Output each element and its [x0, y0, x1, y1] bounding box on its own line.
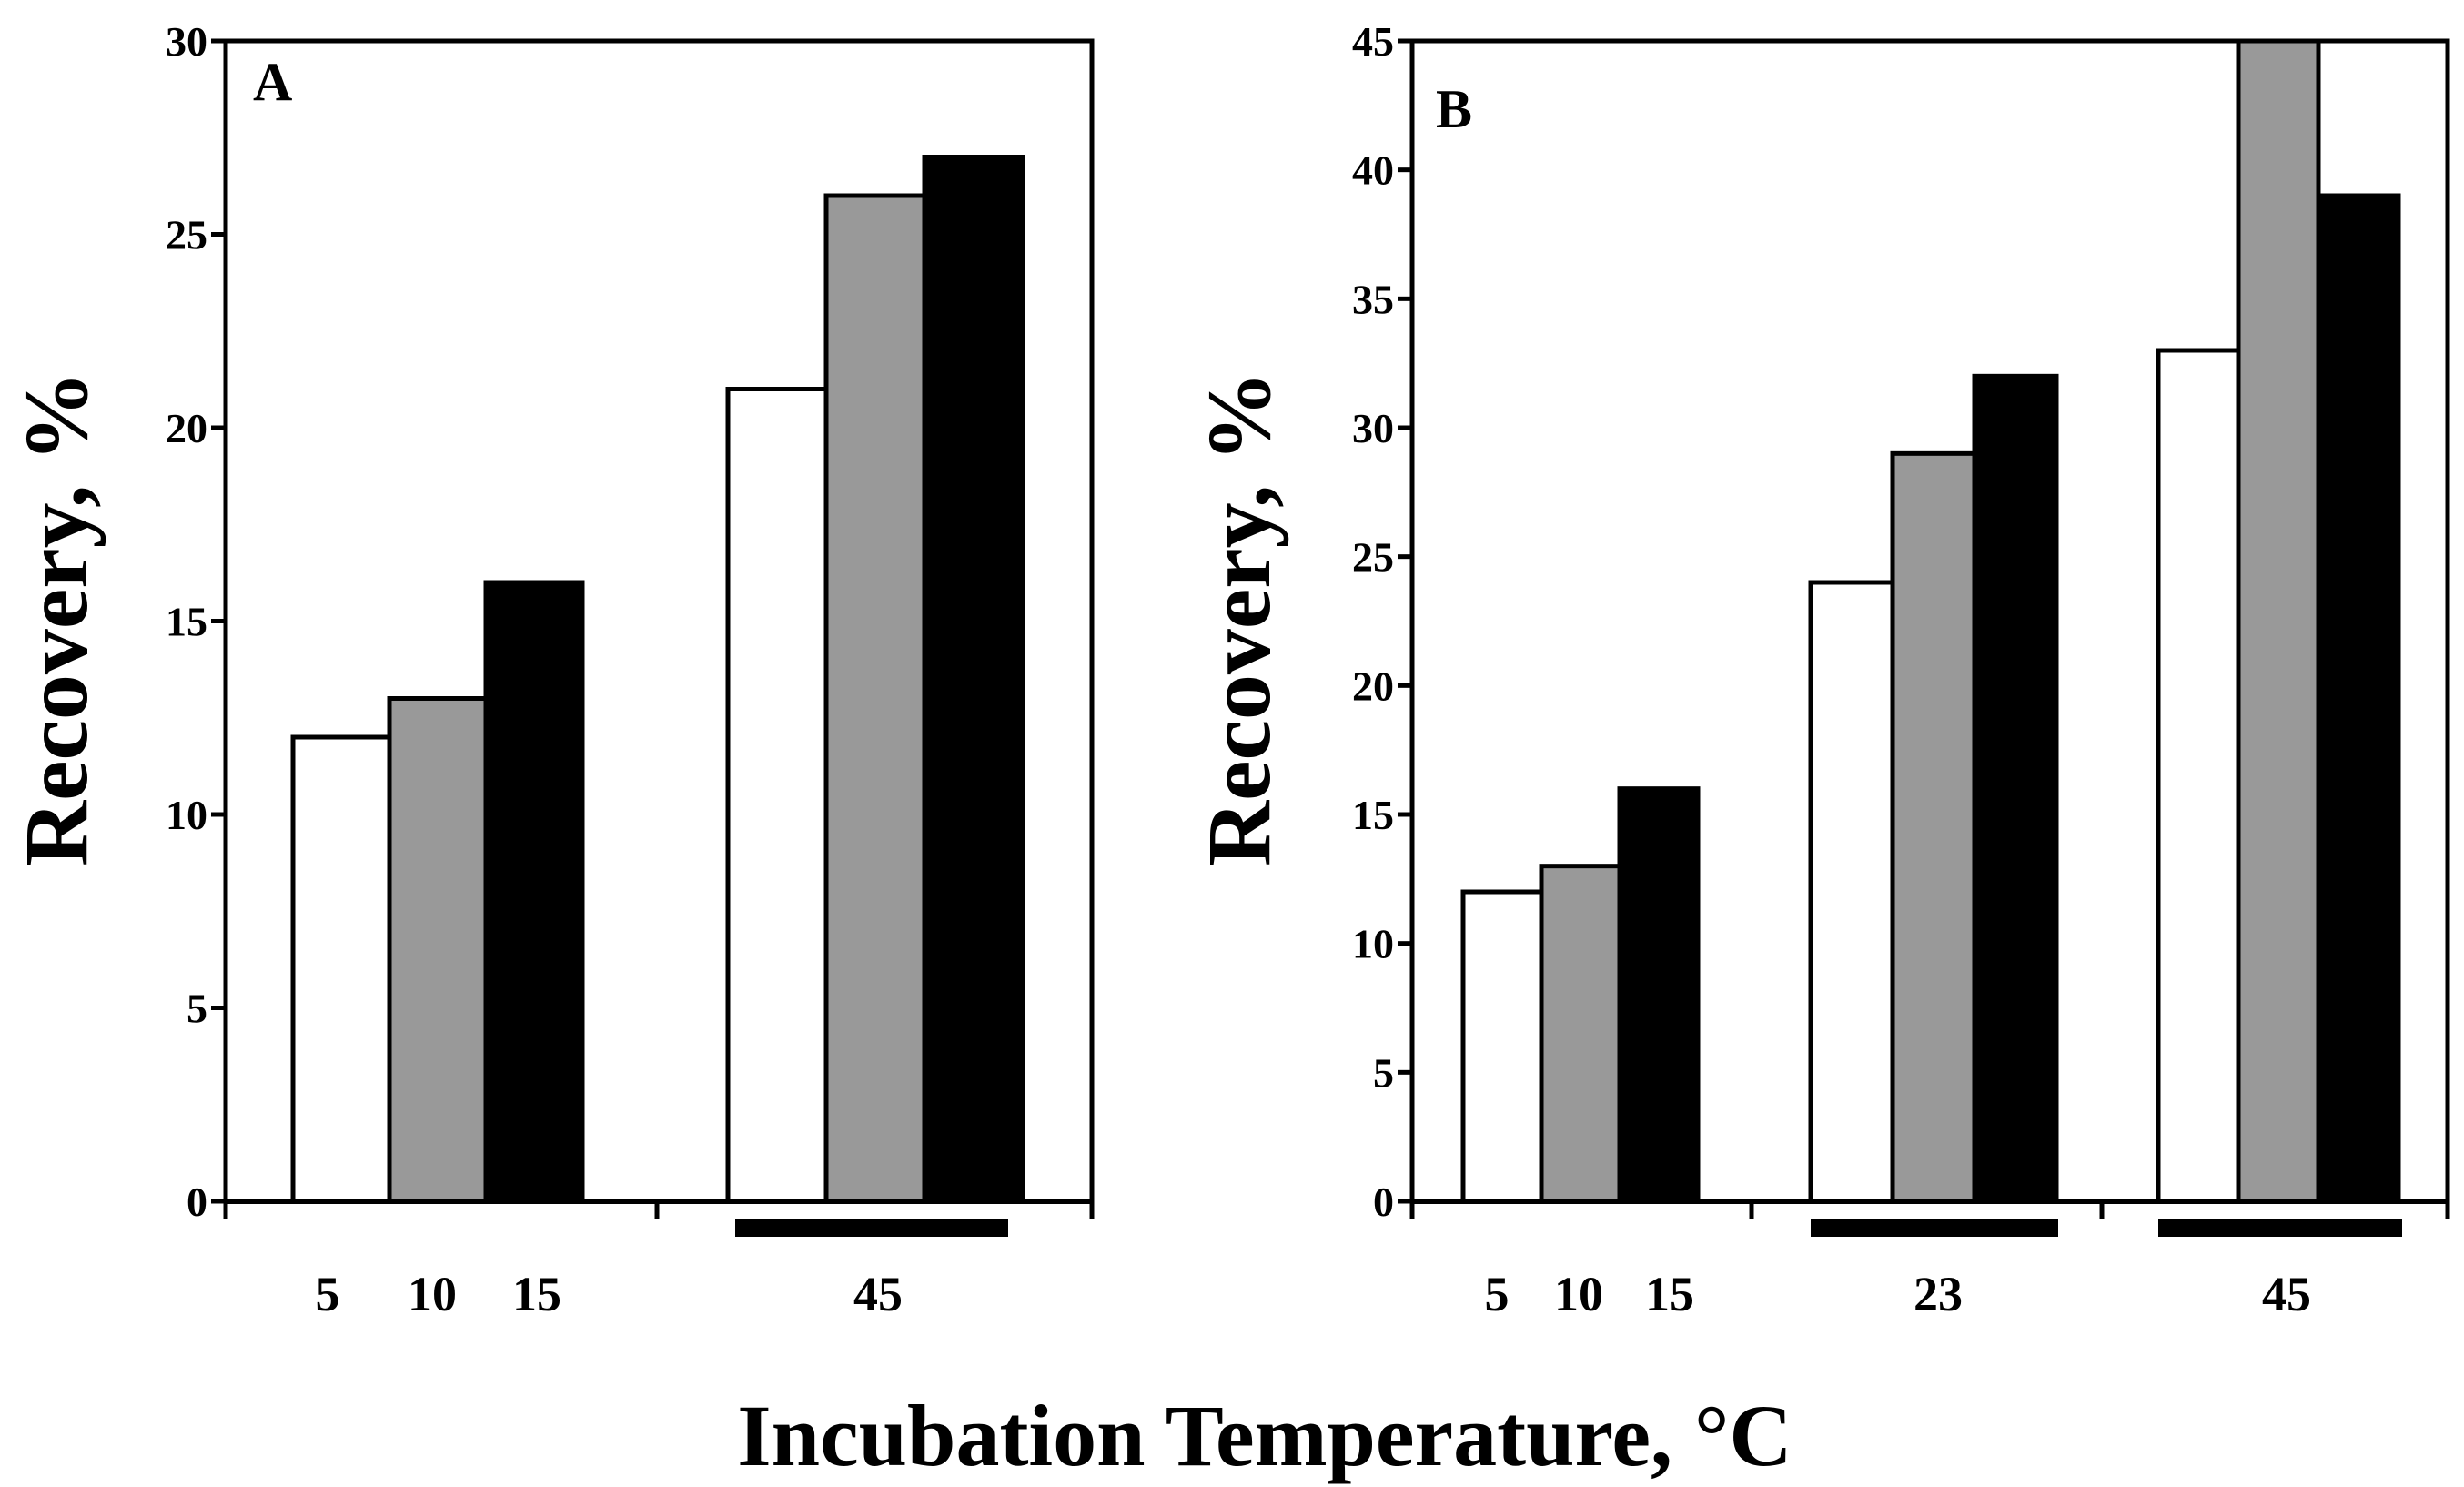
x-tick-label: 10 — [408, 1267, 457, 1321]
panel-a-y-axis-label: Recovery, % — [5, 371, 106, 866]
panel-b-bars — [1460, 38, 2401, 1204]
bar-a-group1-series1 — [290, 734, 392, 1204]
y-tick-label: 40 — [1352, 147, 1394, 194]
x-tick-label: 23 — [1914, 1267, 1963, 1321]
x-tick-label: 15 — [1645, 1267, 1694, 1321]
bar-a-group1-series2 — [387, 696, 489, 1204]
bar-b-group1-series2 — [1539, 864, 1622, 1204]
y-tick-label: 10 — [1352, 921, 1394, 967]
x-tick-label: 15 — [512, 1267, 561, 1321]
panel-a-label: A — [253, 52, 292, 112]
bar-b-group3-series2 — [2236, 38, 2321, 1204]
bar-a-group2-series2 — [823, 193, 927, 1204]
panel-b: B Recovery, % 0 5 10 15 20 25 30 35 40 45 5 10 15 23… — [1188, 18, 2450, 1321]
panel-b-x-axis: 5 10 15 23 45 — [1409, 1199, 2450, 1321]
y-tick-label: 5 — [1373, 1049, 1394, 1096]
y-tick-label: 0 — [1373, 1178, 1394, 1225]
y-tick-label: 20 — [1352, 663, 1394, 709]
bar-a-group2-series3 — [922, 155, 1025, 1204]
bar-a-group1-series3 — [483, 580, 585, 1204]
y-tick-label: 10 — [166, 792, 207, 838]
y-tick-label: 30 — [166, 18, 207, 65]
x-tick-label: 5 — [1485, 1267, 1510, 1321]
bar-b-group2-series2 — [1890, 450, 1977, 1204]
bar-b-group3-series3 — [2316, 193, 2401, 1204]
panel-b-label: B — [1436, 79, 1472, 139]
y-tick-label: 25 — [1352, 534, 1394, 581]
x-tick-label: 5 — [316, 1267, 340, 1321]
y-tick-label: 20 — [166, 405, 207, 451]
bar-b-group3-series1 — [2156, 348, 2241, 1204]
bar-b-group1-series3 — [1617, 786, 1701, 1204]
bar-a-group2-series1 — [725, 387, 829, 1204]
bar-b-group2-series3 — [1972, 373, 2059, 1204]
x-tick-label: 45 — [853, 1267, 903, 1321]
y-tick-label: 25 — [166, 212, 207, 258]
bar-b-group1-series1 — [1460, 889, 1544, 1204]
panel-a-y-ticks: 0 5 10 15 20 25 30 — [166, 18, 226, 1225]
x-tick-label: 45 — [2262, 1267, 2311, 1321]
y-tick-label: 15 — [166, 599, 207, 645]
y-tick-label: 45 — [1352, 18, 1394, 65]
x-axis-label: Incubation Temperature, °C — [737, 1387, 1792, 1484]
group-underbar — [735, 1219, 1008, 1237]
y-tick-label: 30 — [1352, 405, 1394, 451]
panel-b-y-axis-label: Recovery, % — [1188, 371, 1289, 866]
y-tick-label: 0 — [187, 1178, 207, 1225]
group-underbar — [2158, 1219, 2402, 1237]
x-tick-label: 10 — [1554, 1267, 1603, 1321]
panel-a: A Recovery, % 0 5 10 15 20 25 30 5 10 15 45 — [5, 18, 1095, 1321]
y-tick-label: 15 — [1352, 792, 1394, 838]
y-tick-label: 5 — [187, 986, 207, 1032]
panel-b-y-ticks: 0 5 10 15 20 25 30 35 40 45 — [1352, 18, 1412, 1225]
panel-a-x-axis: 5 10 15 45 — [223, 1199, 1095, 1321]
bar-b-group2-series1 — [1808, 580, 1895, 1204]
group-underbar — [1811, 1219, 2058, 1237]
panel-a-bars — [290, 155, 1025, 1204]
y-tick-label: 35 — [1352, 276, 1394, 322]
